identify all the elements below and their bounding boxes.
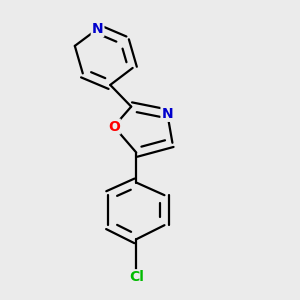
Text: N: N <box>92 22 103 36</box>
Text: N: N <box>161 107 173 121</box>
Text: O: O <box>108 119 120 134</box>
Text: Cl: Cl <box>129 270 144 284</box>
